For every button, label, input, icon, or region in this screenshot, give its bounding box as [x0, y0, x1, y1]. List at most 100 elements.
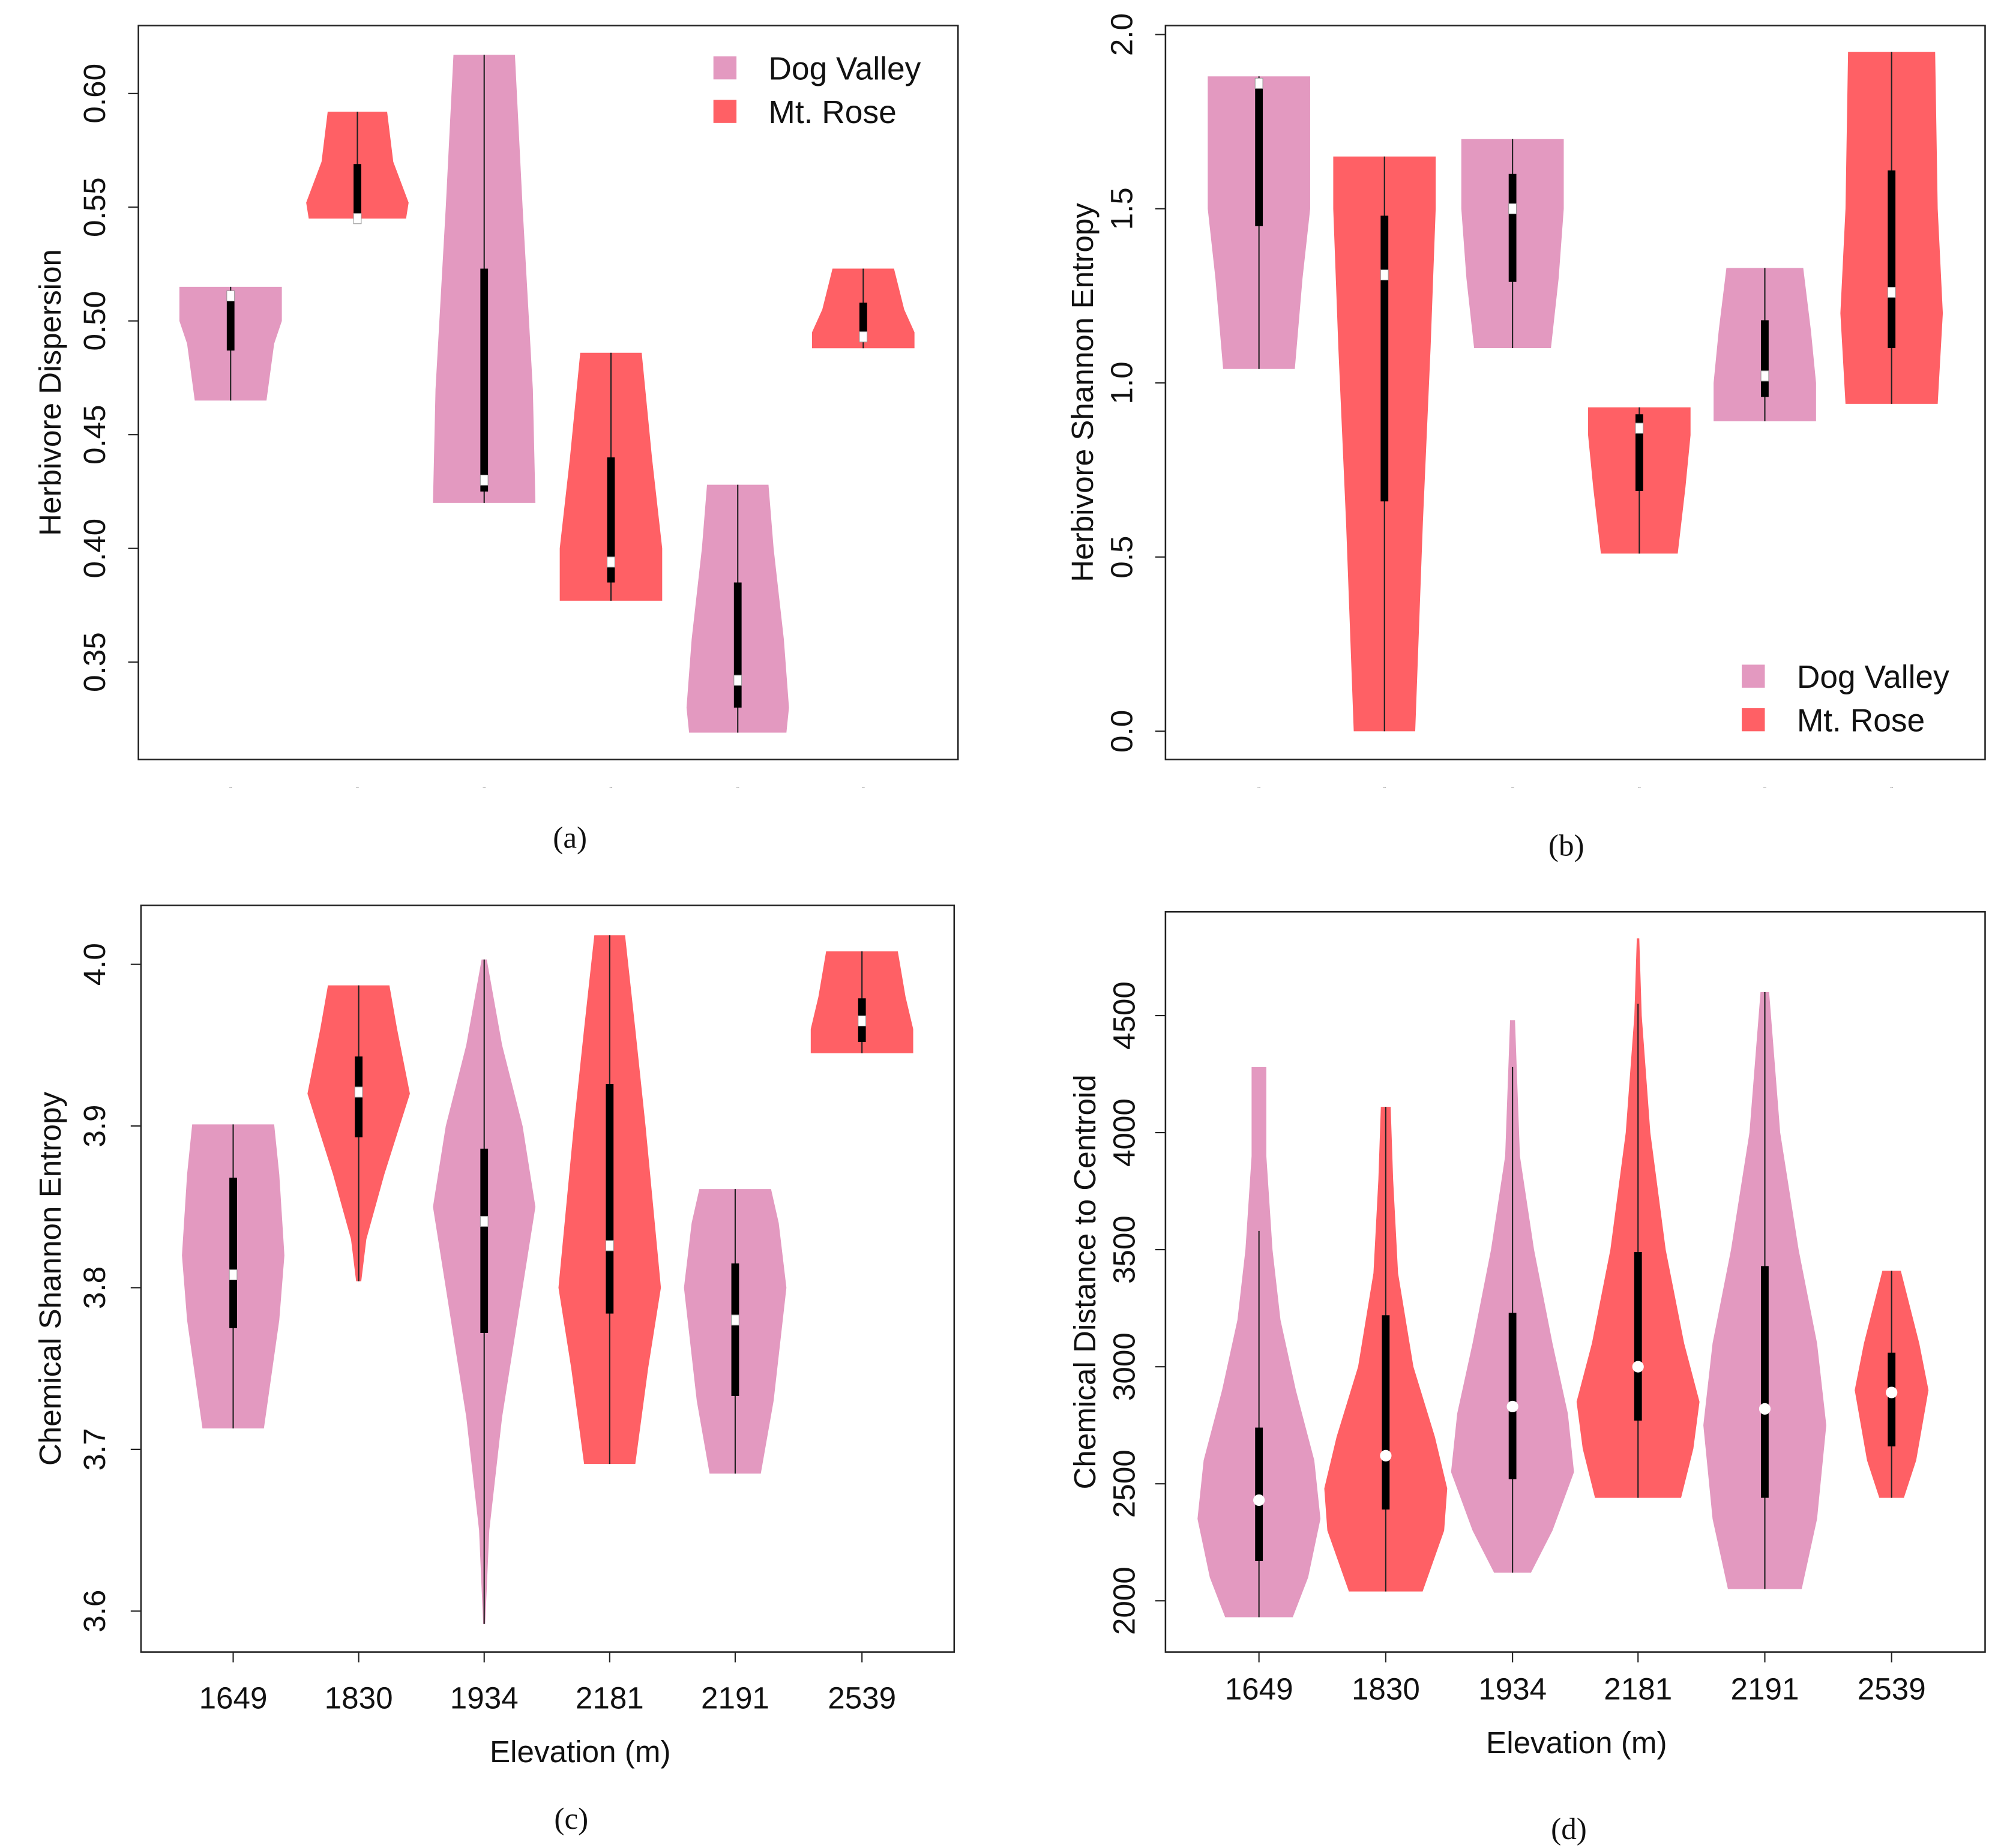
x-tick-label: 1830: [325, 1681, 393, 1715]
iqr-box: [1761, 1266, 1769, 1498]
violin-2181: [558, 935, 661, 1464]
x-category-hidden: 1649: [1257, 787, 1261, 788]
median-marker: [226, 290, 235, 302]
x-tick-label: 1649: [1225, 1672, 1293, 1706]
median-marker: [1506, 1400, 1518, 1413]
median-marker: [1635, 423, 1644, 434]
median-marker: [1380, 1449, 1392, 1461]
iqr-box: [1761, 320, 1769, 397]
x-tick-label: 1934: [1478, 1672, 1547, 1706]
x-category-hidden: 2539: [862, 787, 865, 788]
y-tick-label: 4500: [1107, 981, 1142, 1050]
legend-swatch: [1742, 708, 1765, 732]
y-tick-label: 0.45: [77, 405, 112, 465]
x-tick-label: 2191: [701, 1681, 769, 1715]
median-marker: [353, 213, 362, 224]
median-marker: [480, 474, 489, 486]
x-tick-label: 1649: [199, 1681, 268, 1715]
legend-label: Dog Valley: [1797, 660, 1949, 695]
violin-2191: [686, 484, 789, 733]
y-axis-label: Chemical Shannon Entropy: [33, 1092, 67, 1466]
panel-caption: (d): [1551, 1812, 1587, 1846]
violin-2539: [1855, 1271, 1929, 1498]
violin-2539: [1840, 52, 1943, 404]
y-tick-label: 2000: [1107, 1567, 1142, 1635]
panel-a: 0.35 0.40 0.45 0.50 0.55 0.60 Herbivore Disper…: [33, 25, 959, 855]
median-marker: [1508, 203, 1517, 214]
violin-2191: [684, 1189, 787, 1474]
iqr-box: [480, 1148, 489, 1333]
violin-1934: [1451, 1020, 1574, 1573]
violin-2191: [1703, 992, 1826, 1589]
y-tick-label: 1.5: [1104, 187, 1139, 230]
y-tick-label: 4.0: [77, 943, 112, 986]
median-marker: [1254, 77, 1263, 89]
panel-b: 0.0 0.5 1.0 1.5 2.0 Herbivore Shannon Entropy…: [1065, 13, 1986, 862]
plot-frame: [1164, 25, 1986, 760]
y-tick-label: 3.7: [77, 1428, 112, 1470]
iqr-box: [733, 582, 742, 708]
y-tick-label: 3000: [1107, 1332, 1142, 1401]
violin-1830: [306, 112, 409, 224]
legend-swatch: [713, 56, 737, 80]
iqr-box: [607, 457, 615, 583]
y-tick-label: 0.50: [77, 291, 112, 351]
y-tick-label: 4000: [1107, 1098, 1142, 1167]
median-marker: [1886, 1386, 1898, 1398]
y-tick-label: 3500: [1107, 1215, 1142, 1284]
y-tick-label: 3.9: [77, 1105, 112, 1148]
y-tick-label: 3.8: [77, 1266, 112, 1309]
violin-2181: [1576, 938, 1700, 1498]
x-category-hidden: 2539: [1890, 787, 1894, 788]
legend: Dog Valley Mt. Rose: [713, 51, 921, 130]
violin-2191: [1714, 268, 1816, 421]
y-tick-label: 0.0: [1104, 710, 1139, 753]
x-tick-label: 2181: [576, 1681, 644, 1715]
median-marker: [605, 1240, 614, 1251]
median-marker: [480, 1215, 489, 1227]
y-tick-label: 0.55: [77, 177, 112, 237]
violin-2181: [1588, 407, 1691, 554]
x-category-hidden: 1934: [1511, 787, 1515, 788]
violin-1934: [1461, 139, 1564, 348]
x-axis-label: Elevation (m): [490, 1735, 671, 1769]
median-marker: [354, 1086, 363, 1098]
y-tick-label: 3.6: [77, 1590, 112, 1633]
panel-caption: (b): [1548, 828, 1584, 862]
panel-c: 3.6 3.7 3.8 3.9 4.0 Chemical Shannon Entropy 1…: [33, 904, 955, 1836]
legend-swatch: [713, 100, 737, 123]
iqr-box: [606, 1084, 614, 1314]
violin-1649: [1208, 76, 1311, 369]
x-tick-label: 2539: [1858, 1672, 1926, 1706]
iqr-box: [1888, 1352, 1896, 1446]
x-category-hidden: 1934: [483, 787, 486, 788]
x-category-hidden: 1649: [229, 787, 233, 788]
panel-caption: (a): [553, 821, 587, 855]
y-tick-label: 2.0: [1104, 13, 1139, 56]
x-tick-label: 1934: [450, 1681, 519, 1715]
median-marker: [1380, 269, 1389, 281]
y-tick-label: 1.0: [1104, 361, 1139, 404]
iqr-box: [1888, 170, 1896, 348]
y-tick-label: 0.35: [77, 632, 112, 692]
y-axis-label: Chemical Distance to Centroid: [1068, 1074, 1102, 1489]
x-axis-label: Elevation (m): [1486, 1726, 1667, 1760]
violin-2539: [810, 951, 913, 1053]
iqr-box: [1382, 1315, 1390, 1510]
iqr-box: [354, 164, 361, 219]
legend-label: Dog Valley: [768, 51, 921, 86]
median-marker: [1632, 1361, 1644, 1373]
median-marker: [607, 556, 615, 568]
iqr-box: [1255, 80, 1263, 226]
violin-2539: [811, 268, 915, 349]
iqr-box: [480, 268, 489, 492]
iqr-box: [1508, 1313, 1517, 1479]
iqr-box: [1380, 215, 1389, 502]
legend-label: Mt. Rose: [768, 95, 896, 130]
iqr-box: [731, 1263, 739, 1396]
median-marker: [859, 331, 868, 343]
violin-1649: [182, 1124, 284, 1428]
x-category-hidden: 2191: [1763, 787, 1767, 788]
